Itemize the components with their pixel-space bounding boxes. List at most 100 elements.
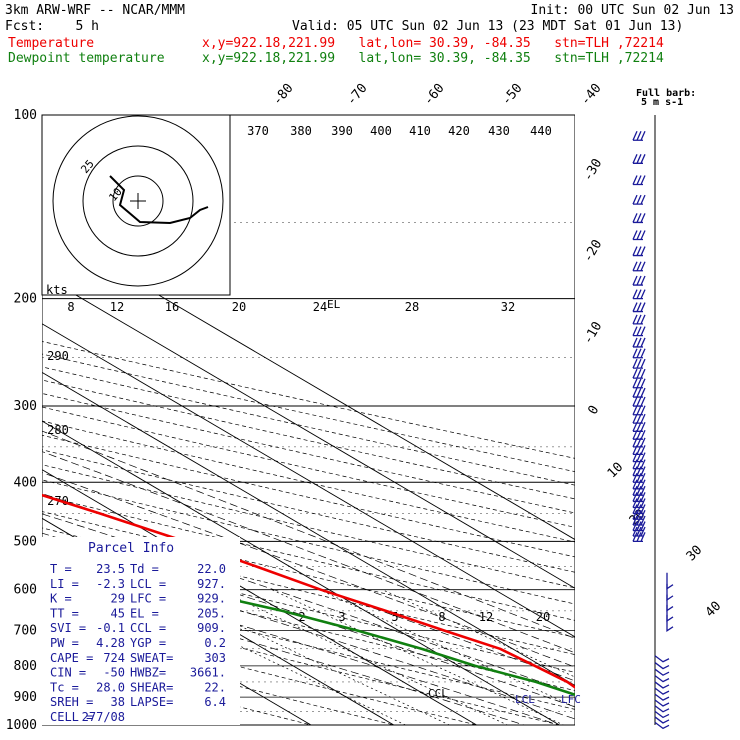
wind-barb: [632, 498, 646, 509]
temperature-trace: [42, 493, 575, 689]
wind-barb: [632, 492, 646, 503]
dry-adiabat: [42, 341, 575, 459]
parcel-value: 4.28: [96, 636, 125, 650]
dewpoint-location: x,y=922.18,221.99 lat,lon= 30.39, -84.35…: [202, 51, 664, 66]
parcel-panel-bg: [42, 537, 240, 725]
theta-label: 440: [530, 124, 552, 138]
ccl-marker: CCL: [428, 687, 448, 700]
wind-barb: [632, 130, 646, 141]
sounding-traces: [42, 493, 575, 697]
mixing-label: 32: [501, 300, 515, 314]
parcel-label: PW =: [50, 636, 79, 650]
parcel-label: SREH =: [50, 695, 93, 709]
isotherm-label: -10: [581, 319, 606, 347]
isotherm-line: [42, 274, 575, 589]
temperature-location: x,y=922.18,221.99 lat,lon= 30.39, -84.35…: [202, 36, 664, 51]
dry-adiabat: [42, 495, 575, 621]
wind-legend: Full barb:: [636, 88, 696, 99]
el-marker: EL: [327, 298, 341, 311]
parcel-label: Td =: [130, 562, 159, 576]
wind-barb: [632, 504, 646, 515]
wind-barb: [632, 289, 646, 300]
pressure-label: 900: [14, 690, 37, 705]
theta-label: 400: [370, 124, 392, 138]
wind-barb: [632, 472, 646, 483]
isotherm-label: -50: [499, 81, 526, 109]
mixing-ratio-line: [271, 589, 565, 725]
wind-barb: [654, 716, 670, 724]
dewpoint-legend: Dewpoint temperature: [8, 51, 165, 66]
valid-time: Valid: 05 UTC Sun 02 Jun 13 (23 MDT Sat …: [292, 19, 684, 34]
wind-barb: [632, 348, 646, 359]
parcel-value: 929.: [197, 592, 226, 606]
hodograph-unit: kts: [46, 283, 68, 297]
wind-barb: [632, 396, 646, 407]
wind-barb: [632, 429, 646, 440]
wind-barb: [632, 532, 646, 543]
wind-barb: [632, 275, 646, 286]
parcel-value: 45: [111, 606, 125, 620]
parcel-label: Tc =: [50, 680, 79, 694]
pressure-label: 400: [14, 475, 37, 490]
mixing-label: 8: [67, 300, 74, 314]
parcel-label: YGP =: [130, 636, 166, 650]
wind-barb: [654, 668, 670, 676]
dry-adiabat: [42, 579, 575, 710]
wind-barb: [632, 452, 646, 463]
isotherm-label: 0: [586, 403, 603, 417]
wind-legend-unit: 5 m s-1: [641, 97, 683, 108]
isotherm-label: 30: [684, 543, 706, 565]
wind-barb: [632, 422, 646, 432]
model-title: 3km ARW-WRF -- NCAR/MMM: [5, 3, 186, 18]
lcl-marker: LCL: [515, 693, 535, 706]
parcel-value: -2.3: [96, 577, 125, 591]
parcel-value: 23.5: [96, 562, 125, 576]
parcel-value: 0.2: [204, 636, 226, 650]
isotherm-label: 10: [605, 460, 627, 482]
parcel-value: 3661.: [190, 666, 226, 680]
low-mixing-label: 3: [338, 610, 345, 624]
wind-barb: [632, 194, 646, 205]
side-theta-label: 280: [47, 423, 69, 437]
wind-barb: [632, 378, 646, 389]
wind-barb: [654, 662, 670, 670]
isotherm-label: -40: [578, 81, 605, 109]
low-mixing-label: 8: [438, 610, 445, 624]
wind-barb: [632, 387, 646, 398]
dry-adiabat: [42, 616, 479, 725]
isotherm-label: 40: [703, 599, 725, 621]
wind-barb: [632, 314, 646, 325]
isotherm-line: [42, 371, 575, 687]
parcel-label: LCL =: [130, 577, 166, 591]
wind-barb: [632, 526, 646, 537]
parcel-label: TT =: [50, 606, 79, 620]
theta-label: 390: [331, 124, 353, 138]
parcel-label: SHEAR=: [130, 680, 173, 694]
wind-barb: [632, 302, 646, 313]
parcel-value: 927.: [197, 577, 226, 591]
wind-barb: [632, 485, 646, 496]
wind-barb: [632, 466, 646, 477]
parcel-title: Parcel Info: [88, 541, 174, 556]
forecast-hour: Fcst: 5 h: [5, 19, 99, 34]
isotherm-line: [42, 469, 477, 725]
wind-barb: [632, 358, 646, 369]
hodograph-ring: [82, 145, 194, 257]
pressure-label: 500: [14, 534, 37, 549]
theta-label: 370: [247, 124, 269, 138]
wind-barb: [654, 699, 670, 707]
wind-barb: [632, 405, 646, 416]
wind-barb: [632, 479, 646, 490]
isotherm-line: [42, 323, 575, 638]
mixing-ratio-line: [319, 589, 575, 708]
wind-barb: [632, 175, 646, 186]
parcel-label: SWEAT=: [130, 651, 173, 665]
wind-barb: [632, 521, 646, 532]
parcel-label: LI =: [50, 577, 79, 591]
low-mixing-label: 12: [479, 610, 493, 624]
wind-barb: [632, 437, 646, 448]
dry-adiabat: [42, 479, 575, 605]
wind-barb: [666, 614, 674, 633]
theta-label: 420: [448, 124, 470, 138]
